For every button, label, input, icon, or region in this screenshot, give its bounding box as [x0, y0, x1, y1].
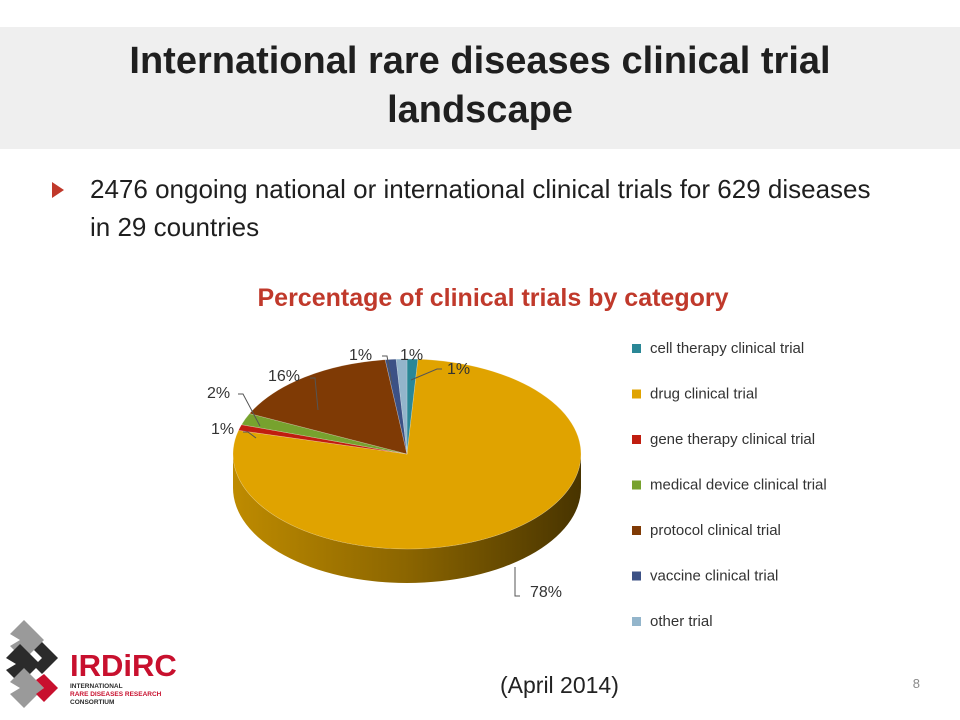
legend-swatch	[632, 526, 641, 535]
legend-swatch	[632, 344, 641, 353]
bullet-arrow-icon	[52, 182, 64, 198]
pie-slice	[238, 424, 408, 455]
legend-item: cell therapy clinical trial	[632, 340, 804, 357]
leader-line	[382, 355, 393, 385]
legend-swatch	[632, 435, 641, 444]
logo-line-1: INTERNATIONAL	[70, 683, 123, 690]
data-label: 1%	[349, 347, 372, 364]
logo-line-3: CONSORTIUM	[70, 699, 114, 706]
legend-swatch	[632, 617, 641, 626]
legend-item: drug clinical trial	[632, 386, 758, 403]
legend-item: other trial	[632, 613, 713, 630]
legend-label: medical device clinical trial	[650, 477, 827, 494]
legend-item: gene therapy clinical trial	[632, 431, 815, 448]
legend-swatch	[632, 389, 641, 399]
pie-chart: Percentage of clinical trials by categor…	[207, 284, 827, 630]
data-label: 78%	[530, 584, 562, 601]
irdirc-logo: IRDiRC INTERNATIONAL RARE DISEASES RESEA…	[6, 620, 177, 708]
data-label: 1%	[447, 361, 470, 378]
pie-slice	[249, 359, 408, 455]
legend-label: cell therapy clinical trial	[650, 340, 804, 357]
title-band	[0, 27, 960, 149]
leader-line	[514, 567, 520, 597]
leader-line	[238, 393, 261, 427]
pie-slice-wall	[233, 454, 581, 583]
pie-slice	[241, 413, 408, 455]
legend-swatch	[632, 571, 641, 581]
data-label: 1%	[400, 347, 423, 364]
logo-line-2: RARE DISEASES RESEARCH	[70, 691, 162, 698]
data-labels: 1% 78% 1% 2% 16% 1% 1%	[207, 347, 562, 601]
legend: cell therapy clinical trial drug clinical…	[632, 340, 827, 630]
leader-line	[243, 431, 257, 439]
legend-label: vaccine clinical trial	[650, 568, 778, 585]
data-label: 1%	[211, 421, 234, 438]
legend-label: protocol clinical trial	[650, 522, 781, 539]
pie-slice	[395, 358, 408, 455]
legend-item: vaccine clinical trial	[632, 568, 778, 585]
pie-slice	[232, 358, 582, 550]
data-label: 2%	[207, 385, 230, 402]
chart-title: Percentage of clinical trials by categor…	[257, 284, 728, 312]
pie-group	[232, 358, 582, 583]
pie-slice	[406, 358, 419, 455]
data-label: 16%	[268, 368, 300, 385]
legend-label: drug clinical trial	[650, 386, 758, 403]
date-note: (April 2014)	[500, 672, 619, 698]
legend-item: medical device clinical trial	[632, 477, 827, 494]
leader-line	[310, 377, 319, 411]
logo-name: IRDiRC	[70, 648, 177, 683]
bullet-text: 2476 ongoing national or international c…	[90, 174, 871, 242]
slide-title: International rare diseases clinical tri…	[129, 40, 831, 131]
slide-number: 8	[912, 676, 920, 691]
legend-label: gene therapy clinical trial	[650, 431, 815, 448]
pie-slice	[384, 358, 408, 455]
leader-line	[410, 368, 442, 381]
logo-mark-icon	[6, 620, 58, 708]
legend-item: protocol clinical trial	[632, 522, 781, 539]
legend-label: other trial	[650, 613, 713, 630]
legend-swatch	[632, 480, 641, 490]
